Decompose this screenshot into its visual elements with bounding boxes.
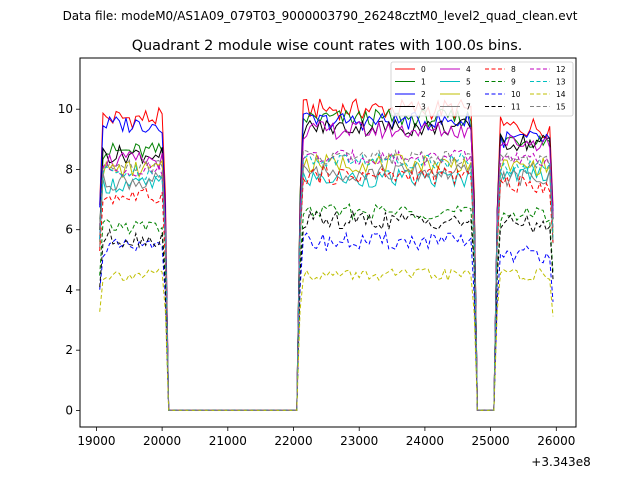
- x-tick-label: 21000: [209, 434, 247, 448]
- chart-title: Quadrant 2 module wise count rates with …: [132, 38, 523, 54]
- y-tick-label: 2: [65, 343, 73, 357]
- series-layer: [99, 98, 554, 411]
- y-axis: 0 2 4 6 8 10: [58, 102, 80, 417]
- legend-label-8: 8: [511, 65, 516, 74]
- legend-label-6: 6: [466, 90, 471, 99]
- legend-label-12: 12: [556, 65, 566, 74]
- legend-box: [390, 61, 574, 117]
- legend-label-4: 4: [466, 65, 471, 74]
- legend-label-1: 1: [421, 78, 426, 87]
- legend-label-3: 3: [421, 103, 426, 112]
- x-offset-label: +3.343e8: [531, 455, 590, 469]
- x-tick-label: 24000: [406, 434, 444, 448]
- y-tick-label: 6: [65, 223, 73, 237]
- legend-label-13: 13: [556, 78, 566, 87]
- legend-label-14: 14: [556, 90, 566, 99]
- y-tick-label: 4: [65, 283, 73, 297]
- x-tick-label: 25000: [472, 434, 510, 448]
- legend-label-7: 7: [466, 103, 471, 112]
- legend-label-9: 9: [511, 78, 516, 87]
- legend-label-11: 11: [511, 103, 521, 112]
- legend-label-15: 15: [556, 103, 566, 112]
- data-file-label: Data file: modeM0/AS1A09_079T03_90000037…: [63, 9, 578, 23]
- plot-frame: [79, 57, 577, 428]
- series-line-12: [99, 148, 554, 411]
- x-tick-label: 26000: [537, 434, 575, 448]
- x-tick-label: 20000: [143, 434, 181, 448]
- x-axis: 19000 20000 21000 22000 23000 24000 25000 26000: [77, 427, 575, 448]
- y-tick-label: 8: [65, 162, 73, 176]
- legend-label-5: 5: [466, 78, 471, 87]
- x-tick-label: 23000: [340, 434, 378, 448]
- x-tick-label: 19000: [77, 434, 115, 448]
- y-tick-label: 10: [58, 102, 73, 116]
- legend-label-10: 10: [511, 90, 521, 99]
- x-tick-label: 22000: [274, 434, 312, 448]
- legend-label-2: 2: [421, 90, 426, 99]
- y-tick-label: 0: [65, 403, 73, 417]
- series-line-15: [99, 148, 554, 411]
- legend-label-0: 0: [421, 65, 426, 74]
